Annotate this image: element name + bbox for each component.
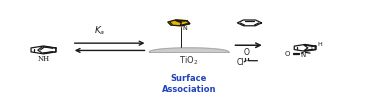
Text: H: H [317,42,322,47]
Text: N: N [182,26,187,31]
Text: Cl: Cl [237,58,245,67]
Text: TiO$_2$: TiO$_2$ [179,54,199,67]
Polygon shape [149,48,229,52]
Text: NH: NH [37,55,50,63]
Text: O: O [284,51,290,57]
Text: H: H [310,45,315,50]
Text: N: N [301,52,306,58]
Text: O: O [244,48,250,57]
Text: K$_a$: K$_a$ [94,25,106,37]
Text: Surface
Association: Surface Association [162,74,216,94]
Polygon shape [175,20,190,25]
Polygon shape [168,20,190,26]
